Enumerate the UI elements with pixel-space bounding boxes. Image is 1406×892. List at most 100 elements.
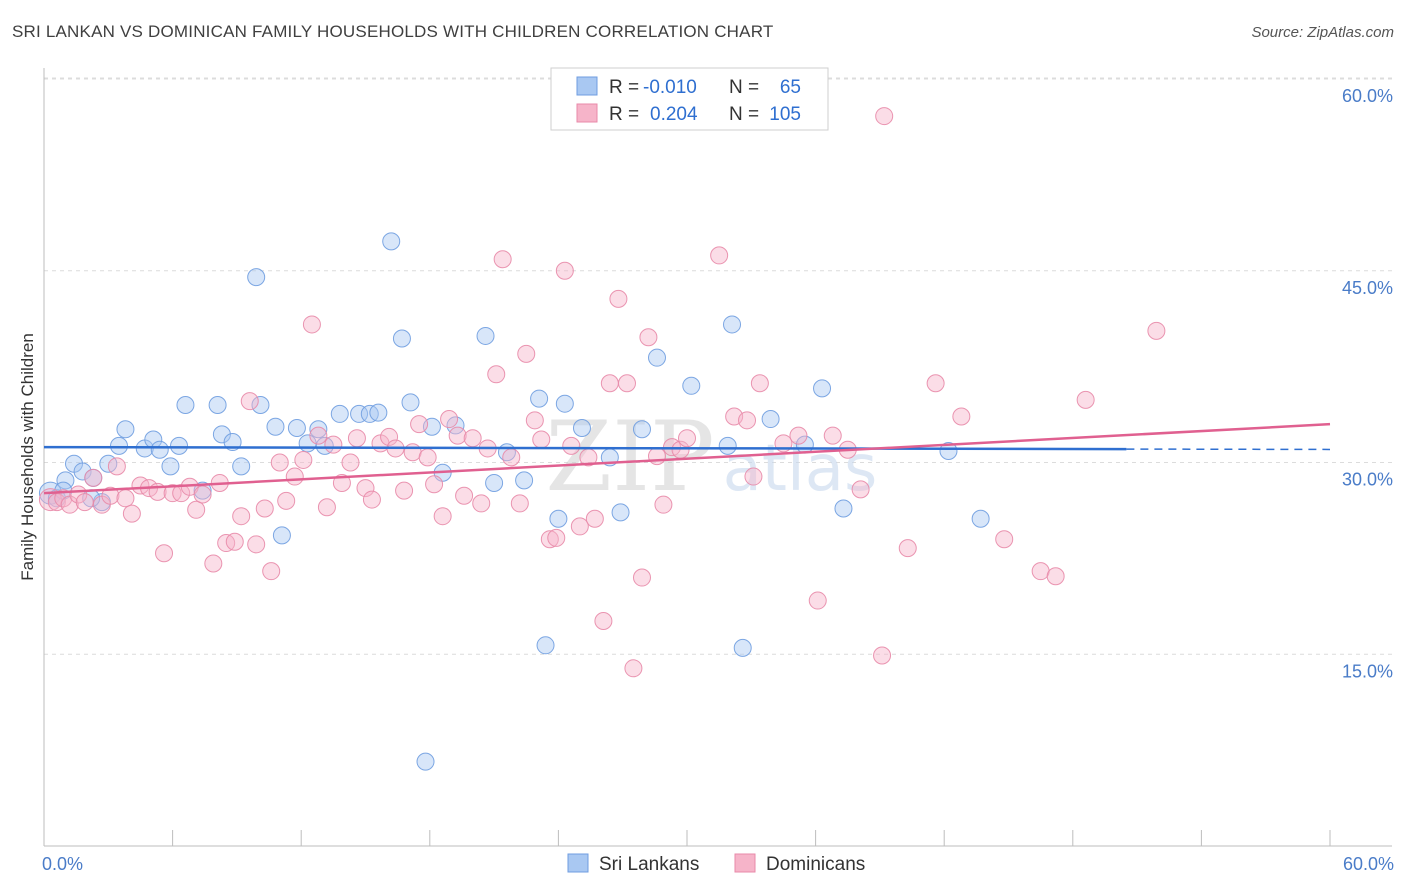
y-tick-labels: 15.0% 30.0% 45.0% 60.0% — [1342, 86, 1393, 681]
data-point — [733, 638, 752, 657]
data-point — [808, 591, 827, 610]
data-point — [410, 415, 429, 434]
data-point — [317, 498, 336, 517]
bottom-legend-dominicans: Dominicans — [766, 854, 865, 875]
x-tick-label-min: 0.0% — [42, 854, 83, 874]
data-point — [939, 441, 958, 460]
data-point — [834, 499, 853, 518]
data-point — [594, 612, 613, 631]
data-point — [851, 480, 870, 499]
bottom-legend: Sri Lankans Dominicans — [567, 853, 865, 875]
data-point — [332, 473, 351, 492]
data-point — [309, 426, 328, 445]
data-point — [150, 440, 169, 459]
data-point — [266, 417, 285, 436]
data-point — [75, 493, 94, 512]
data-point — [1046, 567, 1065, 586]
data-point — [448, 426, 467, 445]
data-point — [738, 411, 757, 430]
data-point — [362, 490, 381, 509]
data-point — [418, 448, 437, 467]
data-point — [723, 315, 742, 334]
data-point — [187, 500, 206, 519]
data-point — [654, 495, 673, 514]
data-point — [232, 457, 251, 476]
legend-swatch-pink — [576, 103, 598, 123]
data-point — [455, 486, 474, 505]
data-point — [392, 329, 411, 348]
data-point — [208, 395, 227, 414]
data-point — [678, 429, 696, 448]
legend-n-label-2: N = — [729, 104, 759, 125]
data-point — [682, 376, 701, 395]
data-point — [380, 427, 399, 446]
data-point — [395, 481, 414, 500]
data-point — [530, 389, 549, 408]
data-point — [294, 450, 313, 469]
bottom-legend-sri-lankans: Sri Lankans — [599, 854, 699, 875]
data-point — [463, 429, 482, 448]
data-point — [440, 410, 459, 429]
legend-swatch-blue — [576, 76, 598, 96]
data-point — [272, 526, 291, 545]
data-point — [472, 494, 491, 513]
data-point — [324, 435, 343, 454]
bottom-legend-swatch-pink — [734, 853, 756, 873]
data-point — [262, 562, 281, 581]
data-point — [493, 250, 512, 269]
data-point — [540, 530, 559, 549]
data-point — [562, 436, 581, 455]
data-point — [240, 392, 259, 411]
data-point — [536, 636, 555, 655]
data-point — [425, 475, 444, 494]
data-point — [347, 429, 366, 448]
data-point — [356, 479, 375, 498]
data-point — [515, 471, 534, 490]
data-point — [369, 403, 388, 422]
legend-r-label-2: R = — [609, 104, 639, 125]
data-point — [971, 509, 990, 528]
data-point — [525, 411, 544, 430]
data-point — [611, 503, 630, 522]
grid-lines — [44, 77, 1392, 655]
data-point — [585, 509, 604, 528]
data-point — [549, 509, 568, 528]
series-dominicans — [38, 107, 1166, 678]
data-point — [952, 407, 971, 426]
data-point — [609, 289, 628, 308]
data-point — [285, 467, 304, 486]
data-point — [416, 752, 435, 771]
data-point — [632, 420, 651, 439]
legend-r-label-1: R = — [609, 77, 639, 98]
data-point — [517, 344, 536, 363]
data-point — [247, 268, 266, 287]
data-point — [647, 348, 666, 367]
data-point — [995, 530, 1014, 549]
trend-lines — [43, 422, 1331, 495]
data-point — [572, 418, 591, 437]
x-axis-ticks — [43, 830, 1331, 846]
data-point — [639, 328, 658, 347]
data-point — [107, 457, 126, 476]
legend: R = -0.010 N = 65 R = 0.204 N = 105 — [550, 67, 829, 131]
data-point — [570, 517, 589, 536]
data-point — [212, 425, 231, 444]
data-point — [287, 418, 306, 437]
data-point — [600, 374, 619, 393]
data-point — [302, 315, 321, 334]
data-point — [647, 447, 666, 466]
data-point — [309, 420, 328, 439]
data-point — [547, 528, 566, 547]
legend-r-value-1: -0.010 — [643, 77, 697, 98]
legend-r-value-2: 0.204 — [650, 104, 698, 125]
y-tick-label: 30.0% — [1342, 470, 1393, 490]
data-point — [1031, 562, 1050, 581]
data-point — [270, 453, 289, 472]
data-point — [255, 499, 274, 518]
data-point — [718, 436, 737, 455]
legend-n-value-2: 105 — [769, 104, 801, 125]
data-point — [403, 443, 422, 462]
data-point — [193, 485, 212, 504]
data-point — [330, 404, 349, 423]
